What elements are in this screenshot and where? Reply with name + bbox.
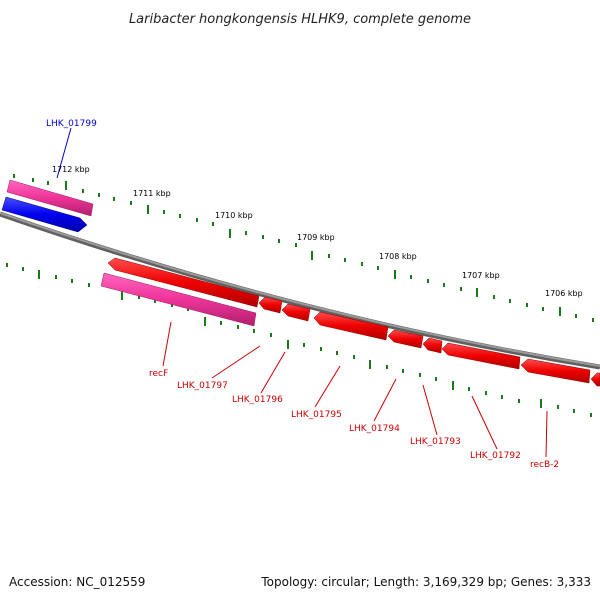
gene-label-lhk01796[interactable]: LHK_01796 (232, 395, 283, 405)
tick-label: 1711 kbp (133, 189, 171, 198)
gene-label-lhk01793[interactable]: LHK_01793 (410, 437, 461, 447)
tick-label: 1708 kbp (379, 252, 417, 261)
tick-label: 1706 kbp (545, 289, 583, 298)
gene-label-lhk01795[interactable]: LHK_01795 (291, 410, 342, 420)
gene-label-recb2[interactable]: recB-2 (530, 460, 559, 470)
gene-label-lhk01794[interactable]: LHK_01794 (349, 424, 400, 434)
gene-feature-lhk01793[interactable] (422, 337, 443, 354)
gene-feature-pink-reverse[interactable] (100, 272, 257, 327)
gene-feature-recb2[interactable] (520, 358, 591, 384)
genome-summary-text: Topology: circular; Length: 3,169,329 bp… (260, 575, 591, 589)
tick-label: 1709 kbp (297, 233, 335, 242)
tick-label: 1710 kbp (215, 211, 253, 220)
gene-feature-recf[interactable] (107, 257, 260, 308)
gene-feature-lhk01799[interactable] (1, 196, 88, 233)
gene-feature-lhk01795[interactable] (313, 311, 389, 341)
gene-feature-lhk01797[interactable] (258, 296, 283, 314)
gene-label-lhk01799[interactable]: LHK_01799 (46, 119, 97, 129)
gene-label-recf[interactable]: recF (149, 369, 168, 379)
outer-scale-ring (13, 174, 594, 322)
gene-feature-lhk01796[interactable] (281, 303, 311, 322)
inner-scale-ring (6, 263, 592, 417)
gene-feature-lhk01792[interactable] (441, 342, 521, 370)
gene-feature-pink-forward[interactable] (6, 179, 94, 217)
gene-label-lhk01792[interactable]: LHK_01792 (470, 451, 521, 461)
gene-label-lhk01797[interactable]: LHK_01797 (177, 381, 228, 391)
tick-label: 1712 kbp (52, 165, 90, 174)
gene-feature-partial[interactable] (590, 372, 600, 387)
map-title: Laribacter hongkongensis HLHK9, complete… (129, 12, 471, 27)
gene-feature-lhk01794[interactable] (387, 329, 424, 349)
accession-text: Accession: NC_012559 (9, 575, 145, 589)
tick-label: 1707 kbp (462, 271, 500, 280)
callout-lines (56, 127, 548, 458)
